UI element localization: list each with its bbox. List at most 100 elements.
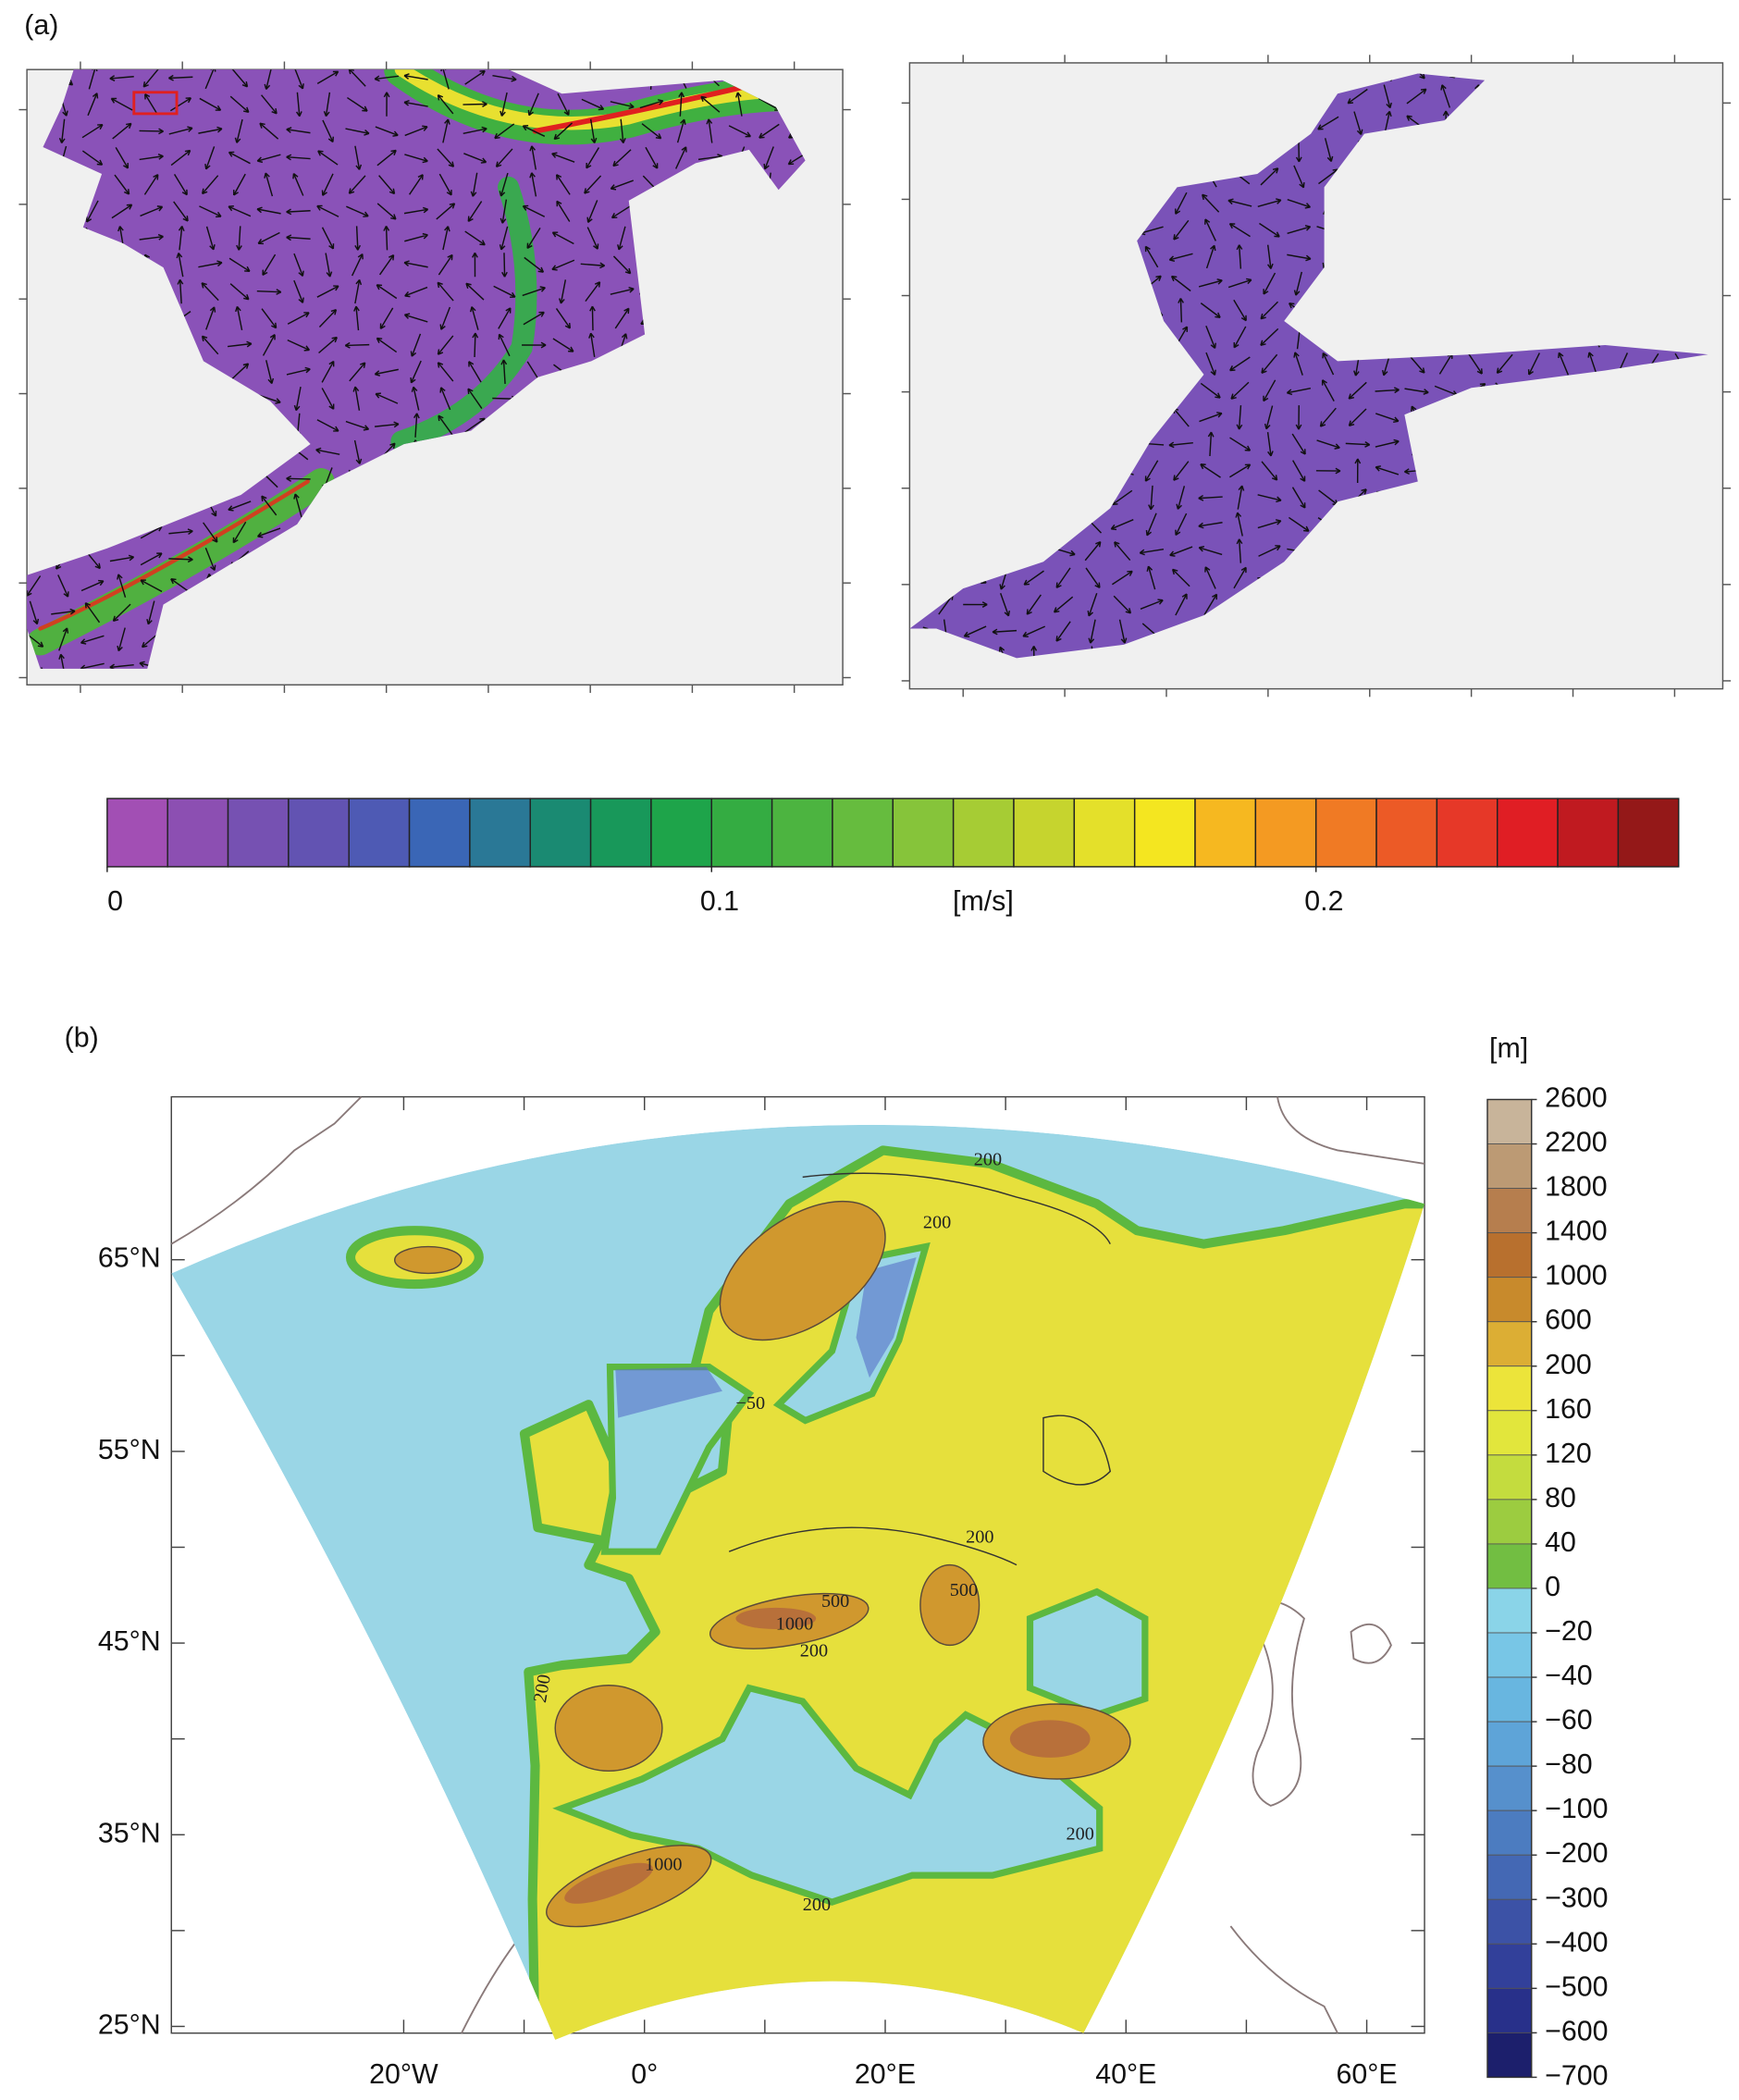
colorbar-bin [1486, 1765, 1533, 1811]
vector [325, 253, 333, 278]
vector [438, 253, 453, 276]
vector [580, 262, 606, 269]
colorbar-tick-label: 1800 [1545, 1172, 1608, 1203]
vector [81, 123, 104, 139]
y-tick-label: 25°N [98, 2009, 161, 2040]
vector [376, 284, 398, 300]
vector [1175, 513, 1188, 537]
vector [230, 363, 250, 381]
vector [229, 95, 250, 114]
vector [1176, 486, 1186, 510]
vector [142, 69, 160, 88]
vector [1295, 405, 1302, 430]
vector [1266, 432, 1274, 457]
vector [439, 387, 451, 411]
vector [1236, 244, 1243, 269]
colorbar-tick-label: 120 [1545, 1439, 1592, 1469]
vector [1139, 549, 1165, 556]
x-tick-label: 60°E [1336, 2059, 1397, 2090]
colorbar-bin [1486, 1854, 1533, 1900]
vector [403, 99, 428, 107]
vector [529, 145, 537, 170]
vector [639, 99, 664, 109]
vector [321, 388, 335, 410]
contour-label: 200 [800, 1640, 828, 1661]
colorbar-bin [1486, 1721, 1533, 1767]
colorbar-bin [1254, 797, 1317, 868]
colorbar-bin [469, 797, 531, 868]
vector [323, 92, 331, 117]
colorbar-tick-label: 2200 [1545, 1128, 1608, 1158]
vector [228, 500, 252, 512]
vector [492, 74, 517, 82]
vector [84, 601, 101, 624]
vector [522, 341, 547, 349]
vector [109, 663, 134, 669]
colorbar-bin [1486, 1454, 1533, 1501]
colorbar-tick-label: −40 [1545, 1661, 1593, 1691]
vector [586, 200, 598, 224]
vector [1200, 463, 1221, 478]
colorbar-bin [771, 797, 833, 868]
vector [1236, 405, 1243, 430]
vector [612, 149, 632, 167]
vector [265, 360, 275, 385]
vector [1198, 522, 1223, 529]
vector [1088, 619, 1096, 644]
vector [198, 126, 223, 134]
vector [1022, 625, 1046, 637]
vector [375, 392, 399, 404]
vector [1408, 353, 1425, 374]
colorbar-bin [1486, 1676, 1533, 1723]
vector [1321, 379, 1335, 401]
vector [1236, 538, 1243, 563]
vector [1263, 272, 1276, 295]
vector [403, 206, 429, 215]
vector [1203, 593, 1218, 616]
vector [1375, 439, 1400, 448]
vector [264, 172, 274, 197]
vector [404, 232, 428, 242]
vector [173, 174, 188, 196]
vector [261, 308, 278, 329]
vector [1288, 516, 1310, 532]
y-tick-label: 45°N [98, 1626, 161, 1657]
vector [1229, 356, 1251, 372]
vector [706, 118, 713, 143]
vector [318, 309, 338, 328]
vector [257, 527, 281, 538]
vector [232, 521, 247, 544]
vector [199, 97, 222, 111]
vector [375, 126, 399, 137]
vector [1113, 595, 1132, 614]
vector [1233, 566, 1247, 589]
vector [495, 148, 513, 167]
vector [586, 227, 599, 250]
vector [168, 74, 193, 81]
vector [1527, 352, 1540, 376]
vector [286, 366, 311, 376]
vector [1287, 225, 1312, 235]
vector [1260, 327, 1279, 347]
vector [500, 92, 508, 117]
topography [171, 1124, 1425, 2040]
vector [463, 153, 487, 164]
vector [354, 226, 362, 251]
vector [81, 150, 104, 166]
vector [1263, 379, 1276, 402]
colorbar-bin [1486, 1365, 1533, 1412]
vector [1287, 198, 1311, 209]
vector [787, 151, 806, 166]
colorbar-bin [1486, 1898, 1533, 1945]
vector [464, 230, 486, 246]
vector [499, 226, 509, 251]
colorbar-bin [1436, 797, 1498, 868]
vector [1112, 570, 1133, 586]
colorbar-bin [348, 797, 411, 868]
vector [734, 92, 743, 117]
vector [678, 92, 685, 117]
vector [1291, 433, 1306, 455]
vector [227, 340, 253, 348]
colorbar-tick-label: 160 [1545, 1394, 1592, 1425]
vector [321, 227, 335, 250]
